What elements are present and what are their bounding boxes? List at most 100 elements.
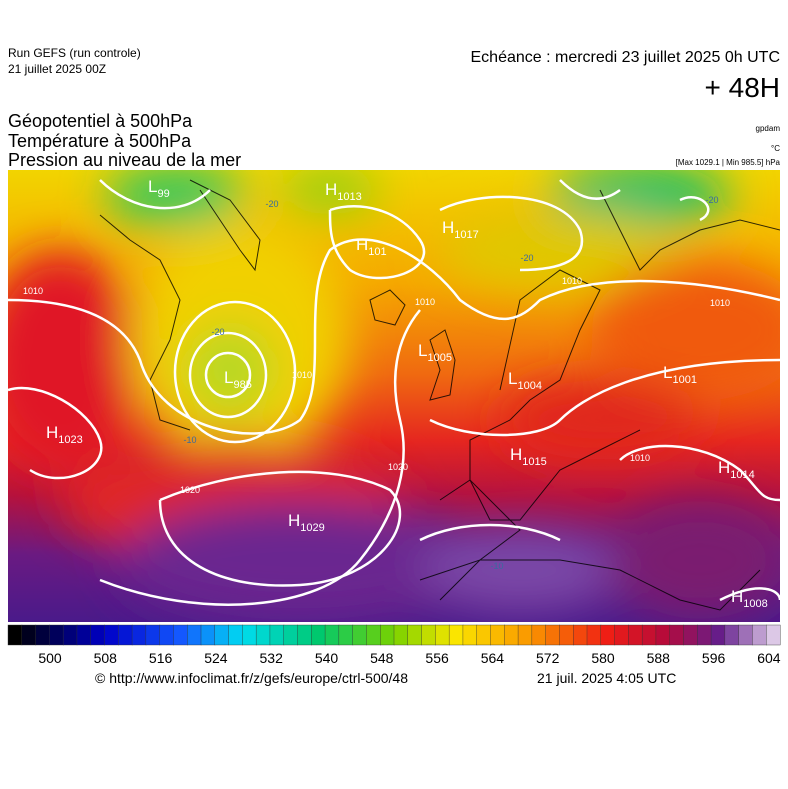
colorbar-label: 548 [370,650,394,666]
unit: °C [771,144,780,153]
colorbar-cell [366,624,381,646]
center-value: 1008 [743,598,767,610]
center-letter: L [418,341,427,360]
colorbar-label: 500 [38,650,62,666]
colorbar-label: 556 [425,650,449,666]
colorbar-cell [269,624,285,646]
colorbar-cell [255,624,271,646]
colorbar-cell [641,624,657,646]
colorbar-cell [683,624,698,646]
colorbar-cell [173,624,188,646]
colorbar-label: 604 [757,650,781,666]
center-letter: H [288,511,300,530]
colorbar-cell [35,624,50,646]
isotherm-label: -10 [490,561,503,571]
center-letter: H [442,218,454,237]
colorbar-cell [49,624,64,646]
colorbar-cell [697,624,712,646]
colorbar-cell [559,624,574,646]
colorbar-label: 588 [647,650,671,666]
generated: 21 juil. 2025 4:05 UTC [537,670,676,686]
pressure-center: H1013 [325,180,362,203]
lead: + 48H [705,72,781,103]
colorbar-cell [159,624,174,646]
title-line: Pression au niveau de la mer [8,150,241,170]
center-letter: L [148,177,157,196]
center-value: 1023 [58,434,82,446]
center-value: 1029 [300,522,324,534]
colorbar-cell [573,624,588,646]
colorbar-label: 532 [260,650,284,666]
colorbar-cell [62,624,78,646]
colorbar-cell [531,624,547,646]
colorbar: 500 508 516 524 532 540 548 556 564 572 580 588 596 6… [7,624,781,666]
center-value: 985 [233,379,251,391]
colorbar-label: 564 [481,650,505,666]
pressure-center: H1008 [731,587,768,610]
isobar-label: 1010 [415,297,435,307]
center-letter: L [224,368,233,387]
colorbar-cell [90,624,106,646]
colorbar-cell [476,624,492,646]
colorbar-cell [187,624,202,646]
colorbar-cell [600,624,616,646]
colorbar-cell [517,624,533,646]
pressure-center: L985 [224,368,252,391]
colorbar-cell [311,624,326,646]
colorbar-cell [421,624,436,646]
colorbar-cell [145,624,161,646]
isotherm-label: -20 [705,195,718,205]
center-letter: L [508,369,517,388]
colorbar-cell [490,624,505,646]
center-value: 99 [157,188,169,200]
forecast: Echéance : mercredi 23 juillet 2025 0h U… [471,49,781,66]
isobar-label: 1020 [388,462,408,472]
unit: gpdam [756,124,781,133]
colorbar-cell [766,624,781,646]
pressure-center: L1001 [663,363,697,386]
isotherm-label: -20 [211,327,224,337]
pressure-center: L1005 [418,341,452,364]
colorbar-label: 508 [94,650,118,666]
colorbar-cell [407,624,423,646]
run-date: 21 juillet 2025 00Z [8,62,106,76]
colorbar-cell [435,624,450,646]
header: Run GEFS (run controle) 21 juillet 2025 … [8,46,781,686]
colorbar-label: 596 [702,650,726,666]
colorbar-cell [724,624,740,646]
colorbar-cell [7,624,23,646]
colorbar-cell [448,624,464,646]
center-letter: H [731,587,743,606]
colorbar-label: 572 [536,650,560,666]
center-letter: H [718,458,730,477]
colorbar-cell [462,624,478,646]
isobar-label: 1010 [630,453,650,463]
colorbar-cell [586,624,602,646]
pressure-center: H1029 [288,511,325,534]
colorbar-cell [324,624,340,646]
colorbar-cell [21,624,37,646]
center-letter: H [356,235,368,254]
pressure-center: H101 [356,235,387,258]
center-value: 1001 [672,374,696,386]
colorbar-cell [752,624,767,646]
colorbar-cell [393,624,409,646]
colorbar-label: 540 [315,650,339,666]
colorbar-cell [628,624,643,646]
center-letter: L [663,363,672,382]
isotherm-label: -20 [520,253,533,263]
pressure-center: H1017 [442,218,479,241]
center-letter: H [510,445,522,464]
center-value: 1014 [730,469,754,481]
colorbar-label: 580 [591,650,615,666]
colorbar-cell [283,624,299,646]
colorbar-cell [338,624,354,646]
colorbar-cell [131,624,147,646]
center-value: 1015 [522,456,546,468]
colorbar-cell [614,624,629,646]
colorbar-label: 516 [149,650,173,666]
isotherm-label: -10 [183,435,196,445]
colorbar-cell [214,624,230,646]
center-value: 1013 [337,191,361,203]
colorbar-label: 524 [204,650,228,666]
